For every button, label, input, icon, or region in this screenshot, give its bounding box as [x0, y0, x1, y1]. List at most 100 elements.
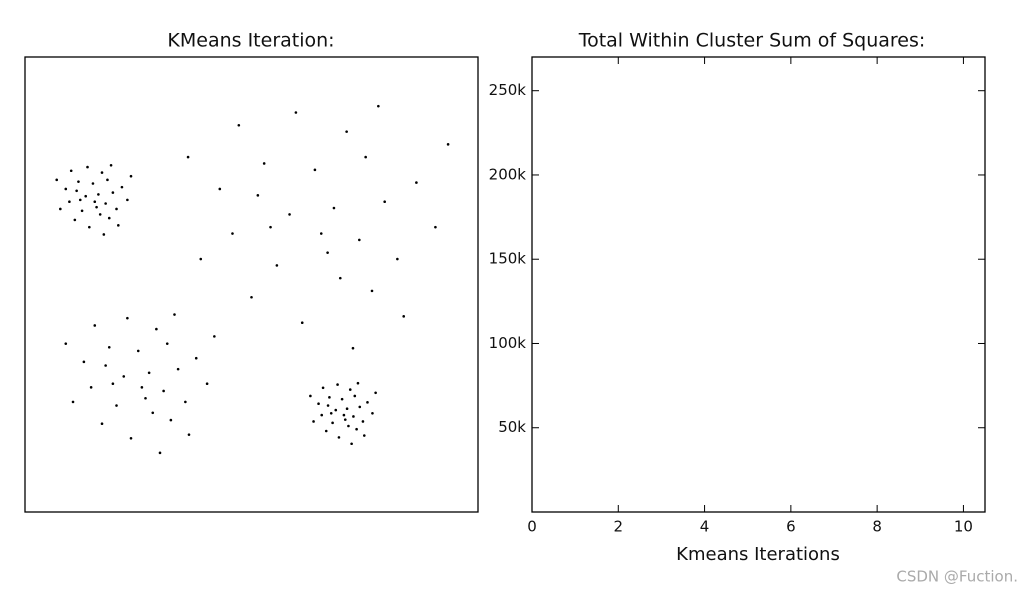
point: [169, 418, 173, 422]
point: [151, 411, 155, 415]
y-tick-label: 250k: [489, 81, 527, 99]
point: [104, 202, 107, 205]
point: [100, 422, 104, 426]
point: [129, 436, 133, 440]
x-tick-label: 0: [527, 518, 537, 536]
point: [117, 224, 120, 227]
point: [107, 345, 111, 349]
point: [434, 225, 437, 229]
point: [342, 413, 346, 417]
point: [356, 381, 360, 385]
point: [358, 238, 361, 242]
point: [104, 364, 107, 367]
point: [173, 313, 176, 316]
point: [98, 213, 102, 216]
x-tick-label: 2: [614, 518, 624, 536]
point: [371, 411, 374, 415]
point: [77, 180, 80, 183]
x-tick-label: 8: [872, 518, 882, 536]
point: [111, 191, 115, 194]
point: [155, 327, 158, 331]
point: [377, 104, 380, 108]
point: [107, 216, 111, 220]
point: [320, 413, 324, 417]
watermark: CSDN @Fuction.: [896, 568, 1018, 586]
point: [364, 155, 367, 159]
x-axis-label: Kmeans Iterations: [676, 544, 840, 565]
point: [275, 264, 279, 267]
point: [82, 360, 86, 364]
point: [383, 200, 386, 203]
point: [111, 382, 115, 385]
point: [120, 185, 124, 189]
point: [370, 289, 374, 293]
point: [288, 213, 291, 216]
point: [64, 342, 68, 345]
point: [199, 257, 203, 261]
point: [162, 389, 165, 393]
point: [402, 315, 406, 318]
point: [347, 424, 350, 428]
point: [326, 251, 329, 254]
point: [93, 200, 97, 203]
point: [89, 386, 93, 389]
point: [329, 411, 333, 415]
point: [340, 397, 344, 401]
point: [115, 404, 118, 407]
point: [361, 420, 365, 423]
point: [334, 408, 338, 412]
point: [184, 400, 187, 404]
point: [91, 182, 95, 185]
point: [187, 433, 191, 436]
right-title: Total Within Cluster Sum of Squares:: [578, 30, 926, 52]
point: [115, 207, 118, 211]
point: [86, 165, 89, 169]
point: [321, 386, 325, 390]
point: [355, 427, 358, 431]
point: [69, 169, 73, 173]
point: [55, 178, 59, 182]
point: [93, 324, 97, 327]
point: [122, 375, 126, 378]
point: [294, 111, 298, 114]
point: [84, 194, 88, 198]
point: [348, 388, 352, 391]
point: [68, 200, 71, 203]
point: [64, 187, 68, 191]
point: [309, 394, 312, 398]
point: [358, 405, 362, 409]
x-tick-label: 4: [700, 518, 710, 536]
y-tick-label: 150k: [489, 250, 527, 268]
point: [136, 349, 140, 353]
point: [140, 386, 144, 389]
point: [88, 225, 91, 229]
point: [328, 396, 331, 399]
point: [147, 371, 151, 375]
point: [319, 232, 323, 235]
point: [317, 402, 320, 406]
left-title: KMeans Iteration:: [167, 30, 334, 52]
point: [71, 400, 75, 404]
point: [213, 335, 216, 338]
point: [75, 189, 78, 193]
point: [262, 162, 266, 165]
point: [237, 123, 241, 127]
point: [256, 194, 260, 197]
point: [186, 155, 190, 159]
y-tick-label: 50k: [498, 418, 526, 436]
point: [312, 420, 315, 423]
point: [109, 163, 113, 167]
y-tick-label: 100k: [489, 334, 527, 352]
left-frame: [24, 56, 479, 513]
point: [345, 130, 348, 133]
point: [231, 232, 234, 235]
point: [446, 143, 450, 146]
point: [337, 436, 341, 439]
point: [326, 404, 330, 407]
point: [396, 257, 399, 261]
point: [331, 421, 334, 425]
point: [205, 382, 209, 385]
point: [343, 418, 347, 421]
